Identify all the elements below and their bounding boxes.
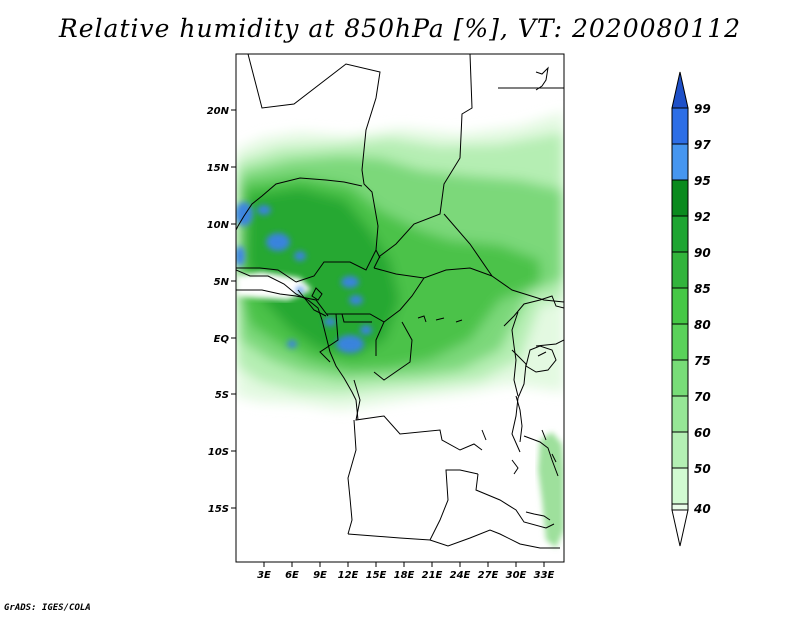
map-title: Relative humidity at 850hPa [%], VT: 202… xyxy=(58,14,742,43)
lat-label: 5S xyxy=(215,390,229,401)
coastline xyxy=(236,66,549,421)
grads-credit: GrADS: IGES/COLA xyxy=(4,603,91,613)
lat-label: 5N xyxy=(214,277,230,288)
lat-label: 10N xyxy=(207,220,230,231)
colorbar-label: 70 xyxy=(694,390,711,404)
lon-label: 24E xyxy=(450,570,471,581)
colorbar-top-arrow xyxy=(671,71,689,109)
lon-label: 18E xyxy=(394,570,415,581)
lon-label: 21E xyxy=(422,570,443,581)
colorbar-label: 60 xyxy=(694,426,711,440)
lon-label: 9E xyxy=(313,570,327,581)
colorbar-segment xyxy=(671,323,689,361)
lat-label: 15N xyxy=(207,163,230,174)
lat-axis: 20N 15N 10N 5N EQ 5S 10S 15S xyxy=(207,106,236,515)
colorbar-segment xyxy=(671,395,689,433)
colorbar-segment xyxy=(671,359,689,397)
lon-label: 27E xyxy=(478,570,499,581)
colorbar-label: 80 xyxy=(694,318,711,332)
colorbar-label: 50 xyxy=(694,462,711,476)
colorbar-segment xyxy=(671,107,689,145)
colorbar-label: 95 xyxy=(694,174,711,188)
map-frame xyxy=(235,53,565,563)
colorbar-segment xyxy=(671,287,689,325)
lon-label: 3E xyxy=(257,570,271,581)
colorbar-segment xyxy=(671,179,689,217)
lon-label: 33E xyxy=(534,570,555,581)
colorbar-label: 85 xyxy=(694,282,711,296)
colorbar-label: 92 xyxy=(694,210,711,224)
colorbar-label: 97 xyxy=(694,138,711,152)
humidity-band-white-coast xyxy=(236,272,312,300)
lat-label: 15S xyxy=(208,504,229,515)
lakes xyxy=(311,287,559,521)
colorbar-label: 75 xyxy=(694,354,711,368)
colorbar-segment xyxy=(671,251,689,289)
humidity-band-60-east-lakes xyxy=(538,432,564,548)
colorbar-segment xyxy=(671,503,689,511)
colorbar-segment xyxy=(671,215,689,253)
colorbar-label: 90 xyxy=(694,246,711,260)
lon-axis: 3E 6E 9E 12E 15E 18E 21E 24E 27E 30E 33E xyxy=(257,562,555,581)
colorbar-bottom-arrow xyxy=(671,509,689,547)
colorbar: 99 97 95 92 90 85 80 75 70 60 50 40 xyxy=(671,71,711,547)
colorbar-segment xyxy=(671,431,689,469)
lat-label: EQ xyxy=(214,334,230,345)
colorbar-label: 99 xyxy=(694,102,711,116)
lat-label: 20N xyxy=(207,106,230,117)
colorbar-segment xyxy=(671,467,689,505)
humidity-field xyxy=(236,112,564,548)
lon-label: 12E xyxy=(338,570,359,581)
lon-label: 15E xyxy=(366,570,387,581)
colorbar-label: 40 xyxy=(693,502,711,516)
lon-label: 6E xyxy=(285,570,299,581)
country-borders xyxy=(236,54,564,549)
lat-label: 10S xyxy=(208,447,229,458)
lon-label: 30E xyxy=(506,570,527,581)
colorbar-segment xyxy=(671,143,689,181)
